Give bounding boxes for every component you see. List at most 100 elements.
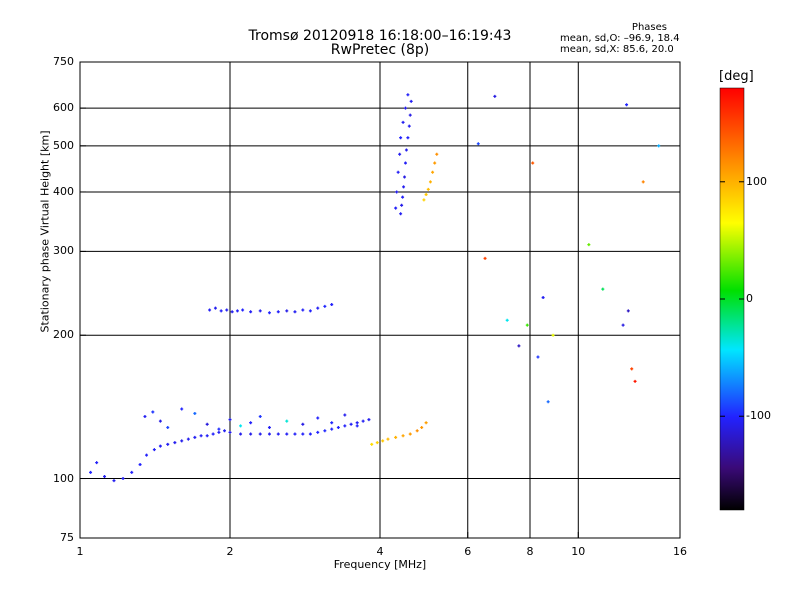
data-point bbox=[398, 152, 402, 156]
x-tick-label: 6 bbox=[464, 545, 472, 558]
data-point bbox=[301, 422, 305, 426]
chart-title: Tromsø 20120918 16:18:00–16:19:43 bbox=[248, 28, 512, 44]
data-point bbox=[205, 422, 209, 426]
data-point bbox=[228, 430, 232, 434]
data-point bbox=[349, 422, 353, 426]
data-point bbox=[625, 103, 629, 107]
data-point bbox=[219, 309, 223, 313]
data-point bbox=[267, 432, 271, 436]
data-point bbox=[330, 303, 334, 307]
data-point bbox=[205, 434, 209, 438]
data-point bbox=[435, 152, 439, 156]
data-point bbox=[95, 461, 99, 465]
data-point bbox=[428, 180, 432, 184]
data-point bbox=[276, 432, 280, 436]
data-point bbox=[301, 432, 305, 436]
colorbar-label: [deg] bbox=[719, 69, 754, 84]
data-point bbox=[293, 310, 297, 314]
data-points bbox=[89, 93, 661, 483]
data-point bbox=[301, 308, 305, 312]
data-point bbox=[228, 418, 232, 422]
data-point bbox=[145, 453, 149, 457]
data-point bbox=[406, 136, 410, 140]
data-point bbox=[316, 306, 320, 310]
data-point bbox=[241, 308, 245, 312]
data-point bbox=[308, 309, 312, 313]
data-point bbox=[483, 256, 487, 260]
data-point bbox=[403, 161, 407, 165]
data-point bbox=[395, 190, 399, 194]
data-point bbox=[152, 448, 156, 452]
data-point bbox=[316, 416, 320, 420]
data-point bbox=[476, 142, 480, 146]
y-tick-label: 750 bbox=[53, 55, 74, 68]
data-point bbox=[626, 309, 630, 313]
phases-x-stats: mean, sd,X: 85.6, 20.0 bbox=[560, 44, 674, 55]
x-tick-label: 4 bbox=[376, 545, 384, 558]
data-point bbox=[415, 429, 419, 433]
data-point bbox=[285, 419, 289, 423]
data-point bbox=[158, 419, 162, 423]
data-point bbox=[193, 411, 197, 415]
data-point bbox=[375, 441, 379, 445]
data-point bbox=[343, 424, 347, 428]
data-point bbox=[258, 432, 262, 436]
y-tick-label: 200 bbox=[53, 328, 74, 342]
x-tick-label: 1 bbox=[76, 545, 84, 558]
data-point bbox=[525, 323, 529, 327]
data-point bbox=[408, 113, 412, 117]
data-point bbox=[402, 185, 406, 189]
data-point bbox=[121, 477, 125, 481]
data-point bbox=[630, 367, 634, 371]
data-point bbox=[151, 410, 155, 414]
data-point bbox=[505, 318, 509, 322]
data-point bbox=[531, 161, 535, 165]
data-point bbox=[235, 309, 239, 313]
data-point bbox=[166, 425, 170, 429]
data-point bbox=[407, 124, 411, 128]
data-point bbox=[293, 432, 297, 436]
data-point bbox=[186, 437, 190, 441]
data-point bbox=[199, 434, 203, 438]
phases-o-stats: mean, sd,O: –96.9, 18.4 bbox=[560, 33, 680, 44]
data-point bbox=[217, 427, 221, 431]
data-point bbox=[330, 427, 334, 431]
data-point bbox=[267, 311, 271, 315]
data-point bbox=[267, 425, 271, 429]
data-point bbox=[386, 437, 390, 441]
data-point bbox=[403, 175, 407, 179]
data-point bbox=[420, 425, 424, 429]
data-point bbox=[138, 463, 142, 467]
data-point bbox=[239, 432, 243, 436]
data-point bbox=[193, 435, 197, 439]
colorbar-tick-label: 0 bbox=[746, 292, 753, 305]
data-point bbox=[401, 120, 405, 124]
y-tick-label: 600 bbox=[53, 101, 74, 115]
data-point bbox=[112, 479, 116, 483]
data-point bbox=[396, 170, 400, 174]
data-point bbox=[316, 430, 320, 434]
y-tick-label: 300 bbox=[53, 244, 74, 258]
x-axis-label: Frequency [MHz] bbox=[333, 558, 427, 571]
data-point bbox=[394, 206, 398, 210]
data-point bbox=[143, 414, 147, 418]
data-point bbox=[370, 442, 374, 446]
data-point bbox=[433, 161, 437, 165]
data-point bbox=[158, 444, 162, 448]
colorbar-tick-label: -100 bbox=[746, 409, 771, 423]
data-point bbox=[551, 333, 555, 337]
data-point bbox=[401, 195, 405, 199]
data-point bbox=[208, 308, 212, 312]
data-point bbox=[285, 309, 289, 313]
data-point bbox=[517, 344, 521, 348]
data-point bbox=[587, 243, 591, 247]
data-point bbox=[409, 99, 413, 103]
data-point bbox=[336, 425, 340, 429]
data-point bbox=[657, 144, 661, 148]
colorbar-ticks bbox=[720, 181, 744, 417]
data-point bbox=[239, 424, 243, 428]
y-tick-label: 100 bbox=[53, 471, 74, 485]
data-point bbox=[249, 310, 253, 314]
data-point bbox=[367, 418, 371, 422]
